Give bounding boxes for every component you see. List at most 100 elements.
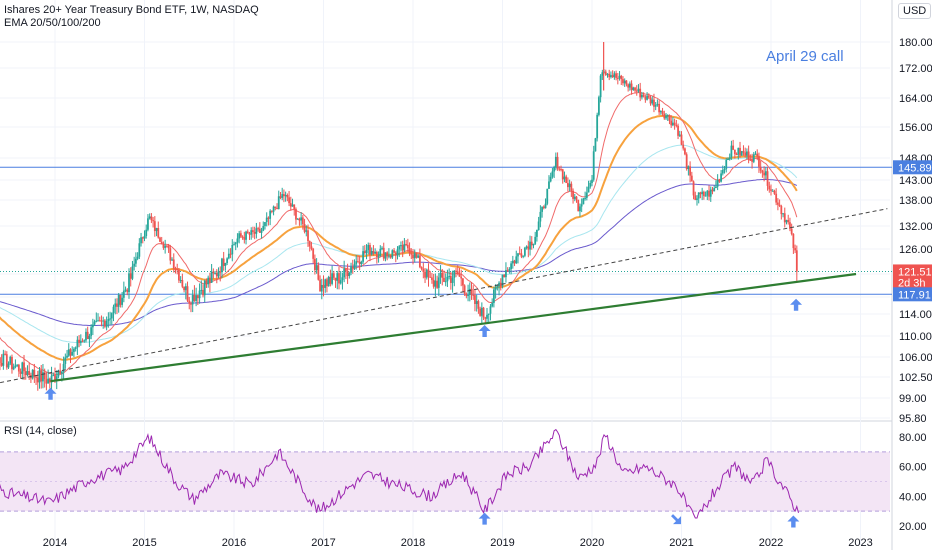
candle-body [313,258,316,271]
candle-body [536,230,538,237]
candle-body [202,289,204,296]
candle-body [140,237,142,244]
candle-body [541,206,543,212]
candle-body [702,191,705,196]
candle-body [74,347,77,349]
trendlines[interactable] [0,208,888,392]
candle-body [43,372,46,380]
time-tick-label: 2018 [401,537,425,549]
rsi-title[interactable]: RSI (14, close) [4,425,77,437]
candle-body [653,99,655,107]
candle-body [257,228,259,230]
candle-body [718,179,721,182]
candle-body [162,244,165,248]
candle-body [338,273,340,284]
trendline-dashed[interactable] [0,208,888,392]
candle-body [666,115,669,117]
candle-body [491,302,494,307]
candle-body [553,167,556,172]
candle-body [40,370,43,382]
candle-body [542,206,545,209]
candle-body [210,271,213,283]
time-tick-label: 2020 [580,537,604,549]
candle-body [456,271,459,274]
candle-body [23,362,25,372]
candle-body [73,348,75,352]
candle-body [391,250,394,258]
diagonal-arrow-icon[interactable] [671,514,682,525]
up-arrow-icon[interactable] [44,387,57,400]
candle-body [295,209,297,220]
candle-body [207,277,210,285]
price-tick-label: 132.00 [899,221,932,233]
candle-body [408,248,411,254]
candle-body [563,176,566,180]
candle-body [554,156,557,168]
arrows[interactable] [44,298,803,528]
candle-body [110,313,113,319]
candle-body [494,287,497,290]
candle-body [546,188,549,204]
candle-body [580,204,583,207]
candle-body [503,274,506,278]
price-badge [893,287,932,302]
candle-body [635,90,638,92]
candle-body [751,159,753,162]
candle-body [365,250,368,254]
candle-body [747,151,750,160]
price-tick-label: 164.00 [899,93,932,105]
up-arrow-icon[interactable] [478,512,491,525]
candle-body [508,269,511,271]
candle-body [301,217,304,225]
candle-body [300,217,303,221]
candle-body [286,195,289,198]
up-arrow-icon[interactable] [787,515,800,528]
candle-body [36,377,39,383]
up-arrow-icon[interactable] [478,325,491,338]
candle-body [763,172,766,176]
candle-body [482,307,485,318]
candle-body [71,351,74,356]
symbol-title[interactable]: Ishares 20+ Year Treasury Bond ETF, 1W, … [4,4,259,16]
candle-body [739,147,741,156]
time-tick-label: 2019 [490,537,514,549]
candle-body [517,253,519,257]
candle-body [336,273,339,281]
candle-body [320,284,323,292]
candle-body [694,195,697,200]
ema-line-ema-50 [0,114,798,361]
trendline-support[interactable] [50,272,857,383]
candle-body [308,241,311,247]
candle-body [418,255,421,268]
candle-body [654,104,657,107]
candle-body [628,83,631,88]
up-arrow-icon[interactable] [790,298,803,311]
candle-body [427,269,430,277]
candle-body [160,241,163,245]
candle-body [548,181,550,189]
candle-body [444,281,447,283]
chart-annotation[interactable]: April 29 call [766,48,844,65]
candle-body [701,191,704,195]
time-tick-label: 2022 [759,537,783,549]
candle-body [238,233,241,239]
candle-body [429,276,432,278]
candle-body [394,252,397,256]
candle-body [382,247,385,259]
indicator-legend[interactable]: EMA 20/50/100/200 [4,17,101,29]
candle-body [680,134,683,145]
candle-body [258,228,261,233]
price-tick-label: 172.00 [899,63,932,75]
candle-body [351,266,354,269]
candle-body [775,193,778,203]
candle-body [706,190,709,196]
candle-body [573,196,576,199]
candle-body [431,277,433,280]
candle-body [671,122,674,126]
candle-body [658,103,661,113]
currency-selector[interactable]: USD [898,3,932,19]
candle-body [733,149,736,154]
candle-body [28,371,31,375]
candle-body [334,277,337,281]
